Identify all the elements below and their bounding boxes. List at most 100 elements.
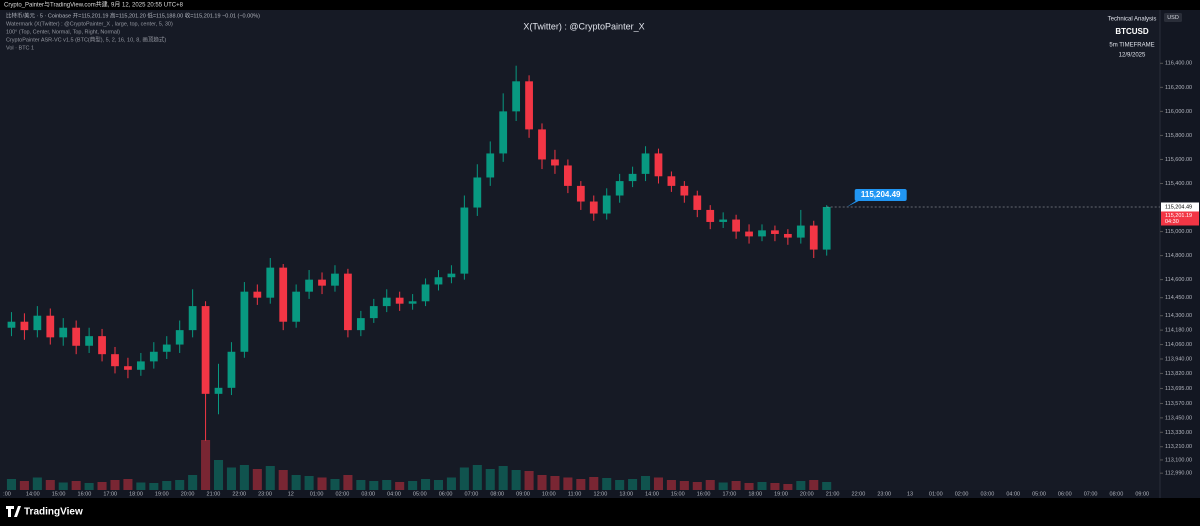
currency[interactable]: USD [1167, 15, 1179, 21]
volume-bar [653, 477, 663, 490]
volume-bar [45, 480, 55, 490]
legend-line: CryptoPainter ASR-VC v1.5 (BTC(典型), 5, 2… [6, 35, 166, 43]
candle-body [589, 201, 598, 214]
bid-label: 115,201.19 [1165, 213, 1192, 219]
candle-body [809, 225, 818, 250]
volume-bar [421, 479, 431, 490]
currency-box[interactable] [1164, 13, 1182, 22]
x-tick-label: 04:00 [387, 491, 401, 497]
x-tick-label: 08:00 [490, 491, 504, 497]
x-tick-label: 23:00 [258, 491, 272, 497]
candle-body [771, 230, 779, 234]
x-tick-label: 08:00 [1110, 491, 1124, 497]
candle-body [85, 336, 93, 346]
volume-bar [110, 480, 120, 490]
candle-body [214, 387, 223, 394]
x-tick-label: 03:00 [361, 491, 375, 497]
candle-body [395, 297, 404, 304]
x-tick-label: 19:00 [155, 491, 169, 497]
x-tick-label: 15:00 [671, 491, 685, 497]
volume-bar [459, 467, 469, 490]
candle-body [344, 273, 352, 331]
volume-bar [265, 466, 275, 490]
y-tick-label: 115,000.00 [1165, 229, 1192, 235]
y-tick-label: 113,450.00 [1165, 415, 1192, 421]
y-tick-label: 112,990.00 [1165, 471, 1192, 477]
candle-body [124, 366, 132, 370]
candle-body [188, 306, 197, 331]
candle-body [136, 361, 145, 370]
candle-body [7, 321, 16, 328]
y-tick-label: 114,060.00 [1165, 342, 1192, 348]
x-tick-label: 11:00 [568, 491, 581, 497]
candle-body [382, 297, 391, 307]
volume-bar [550, 476, 560, 490]
x-tick-label: 21:00 [207, 491, 221, 497]
candle-body [72, 327, 81, 346]
x-tick-label: 01:00 [929, 491, 943, 497]
x-tick-label: 04:00 [1006, 491, 1020, 497]
candle-body [318, 279, 326, 286]
candle-body [538, 129, 546, 160]
volume-bar [615, 480, 625, 490]
info-title: Technical Analysis [1108, 17, 1157, 23]
volume-bar [563, 477, 573, 490]
y-tick-label: 114,300.00 [1165, 313, 1192, 319]
info-date: 12/9/2025 [1119, 53, 1146, 59]
x-tick-label: 21:00 [826, 491, 840, 497]
y-tick-label: 115,800.00 [1165, 133, 1192, 139]
time-axis [0, 490, 1160, 498]
candle-body [732, 219, 740, 232]
volume-bar [705, 480, 715, 490]
x-tick-label: 12:00 [594, 491, 608, 497]
y-tick-label: 115,400.00 [1165, 181, 1192, 187]
volume-bar [641, 476, 651, 490]
volume-bar [343, 475, 353, 490]
candle-body [201, 306, 210, 394]
candle-body [331, 273, 339, 286]
volume-bar [446, 477, 456, 490]
brand: TradingView [24, 507, 83, 518]
candle-body [745, 231, 753, 237]
candle-body [796, 225, 805, 238]
volume-bar [602, 478, 612, 490]
axis-price-label: 115,204.49 [1165, 204, 1192, 210]
volume-bar [666, 480, 676, 490]
candle-body [576, 185, 585, 202]
y-tick-label: 114,180.00 [1165, 328, 1192, 334]
volume-bar [278, 470, 288, 490]
x-tick-label: 17:00 [723, 491, 737, 497]
candle-body [227, 351, 236, 388]
candle-body [551, 159, 559, 166]
candle-body [111, 354, 119, 367]
volume-bar [395, 482, 405, 490]
volume-bar [201, 440, 211, 490]
volume-bar [213, 460, 224, 490]
y-tick-label: 113,100.00 [1165, 457, 1192, 463]
y-tick-label: 113,820.00 [1165, 371, 1192, 377]
y-tick-label: 114,450.00 [1165, 295, 1192, 301]
y-tick-label: 113,695.00 [1165, 386, 1192, 392]
x-tick-label: 05:00 [1032, 491, 1046, 497]
candle-body [253, 291, 262, 298]
brand-logo [6, 506, 21, 517]
volume-bar [537, 475, 547, 490]
legend-line: 比特币/美元 · 5 · Coinbase 开=115,201.19 高=115… [6, 11, 260, 19]
x-tick-label: 12 [288, 491, 294, 497]
volume-bar [485, 469, 495, 490]
y-tick-label: 116,200.00 [1165, 85, 1192, 91]
legend-line: 100° (Top, Center, Normal, Top, Right, N… [6, 29, 120, 35]
volume-bar [731, 481, 741, 490]
candle-body [46, 315, 55, 338]
x-tick-label: 16:00 [697, 491, 711, 497]
candle-body [602, 195, 611, 214]
candle-body [654, 153, 663, 177]
y-tick-label: 116,400.00 [1165, 61, 1192, 67]
x-tick-label: 13 [907, 491, 913, 497]
watermark: X(Twitter) : @CryptoPainter_X [523, 21, 644, 31]
candle-body [628, 173, 637, 182]
candle-body [447, 273, 456, 278]
callout-label: 115,204.49 [861, 190, 901, 199]
candle-body [512, 81, 521, 112]
